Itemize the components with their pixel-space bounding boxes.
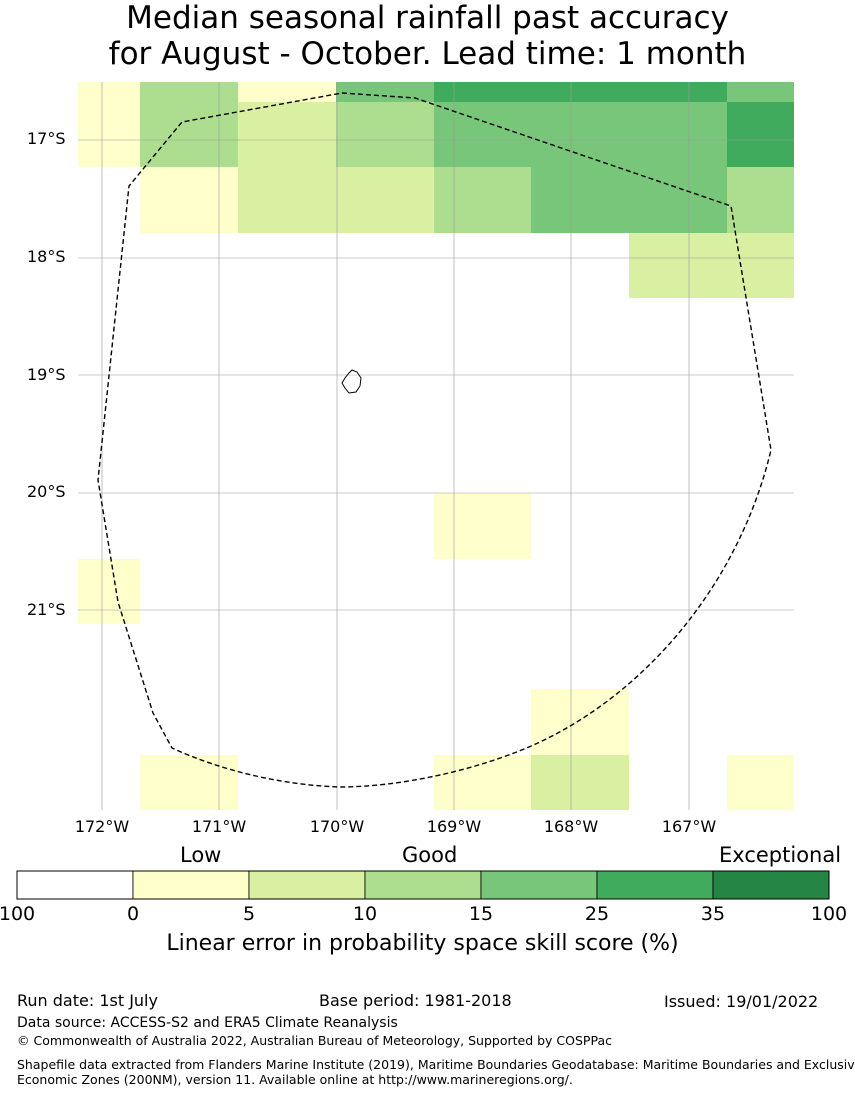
colorbar-segment (364, 870, 482, 900)
legend-tick: 10 (352, 903, 378, 925)
island-outline (341, 369, 362, 394)
legend-category-good: Good (402, 843, 458, 867)
map-canvas (78, 82, 794, 810)
lon-label-169w: 169°W (426, 817, 482, 836)
skill-cell (434, 167, 531, 233)
legend-title: Linear error in probability space skill … (166, 931, 679, 956)
lat-label-18s: 18°S (27, 247, 66, 266)
lat-label-17s: 17°S (27, 129, 66, 148)
skill-cell (238, 82, 336, 102)
legend-tick: 25 (584, 903, 610, 925)
skill-cell (238, 102, 336, 167)
colorbar-segment (16, 870, 134, 900)
skill-cell (531, 755, 629, 810)
legend-colorbar (16, 870, 830, 900)
legend-category-low: Low (180, 843, 222, 867)
eez-boundary (97, 92, 772, 788)
colorbar-segment (712, 870, 830, 900)
data-source: Data source: ACCESS-S2 and ERA5 Climate … (17, 1015, 398, 1031)
map-title-line2: for August - October. Lead time: 1 month (108, 36, 747, 72)
skill-cell (727, 82, 794, 102)
colorbar-segment (596, 870, 714, 900)
lat-label-21s: 21°S (27, 600, 66, 619)
skill-cell (140, 167, 238, 233)
legend-tick: 15 (468, 903, 494, 925)
skill-cell (727, 167, 794, 233)
skill-cell (531, 689, 629, 755)
skill-cell (140, 82, 238, 167)
skill-cell (629, 233, 794, 298)
colorbar-outline (16, 870, 830, 900)
legend-tick: 100 (0, 903, 36, 925)
legend-tick: 100 (810, 903, 848, 925)
lat-label-20s: 20°S (27, 482, 66, 501)
shapefile-credit-line2: Economic Zones (200NM), version 11. Avai… (17, 1072, 573, 1087)
lon-label-167w: 167°W (661, 817, 717, 836)
skill-cell (727, 755, 794, 810)
skill-cell (434, 102, 727, 167)
colorbar-segment (480, 870, 598, 900)
skill-cell (336, 82, 434, 102)
skill-score-grid (78, 82, 794, 810)
legend-category-exceptional: Exceptional (719, 843, 842, 867)
lat-label-19s: 19°S (27, 365, 66, 384)
lon-label-170w: 170°W (309, 817, 365, 836)
map-gridlines (78, 82, 794, 810)
colorbar-segment (248, 870, 366, 900)
skill-cell (78, 82, 140, 167)
skill-cell (531, 167, 727, 233)
base-period: Base period: 1981-2018 (319, 991, 512, 1010)
skill-cell (434, 493, 531, 559)
legend-tick: 35 (700, 903, 726, 925)
copyright-notice: © Commonwealth of Australia 2022, Austra… (17, 1033, 612, 1048)
legend-tick: 5 (242, 903, 256, 925)
lon-label-172w: 172°W (74, 817, 130, 836)
shapefile-credit-line1: Shapefile data extracted from Flanders M… (17, 1057, 855, 1072)
map-title-line1: Median seasonal rainfall past accuracy (126, 0, 729, 36)
skill-cell (238, 167, 434, 233)
legend-tick: 0 (126, 903, 140, 925)
colorbar-segment (132, 870, 250, 900)
issued-date: Issued: 19/01/2022 (664, 992, 819, 1011)
skill-cell (434, 82, 727, 102)
skill-cell (78, 559, 140, 624)
skill-cell (140, 755, 238, 810)
run-date: Run date: 1st July (17, 991, 158, 1010)
skill-cell (336, 102, 434, 167)
lon-label-171w: 171°W (191, 817, 247, 836)
lon-label-168w: 168°W (543, 817, 599, 836)
skill-cell (727, 102, 794, 167)
